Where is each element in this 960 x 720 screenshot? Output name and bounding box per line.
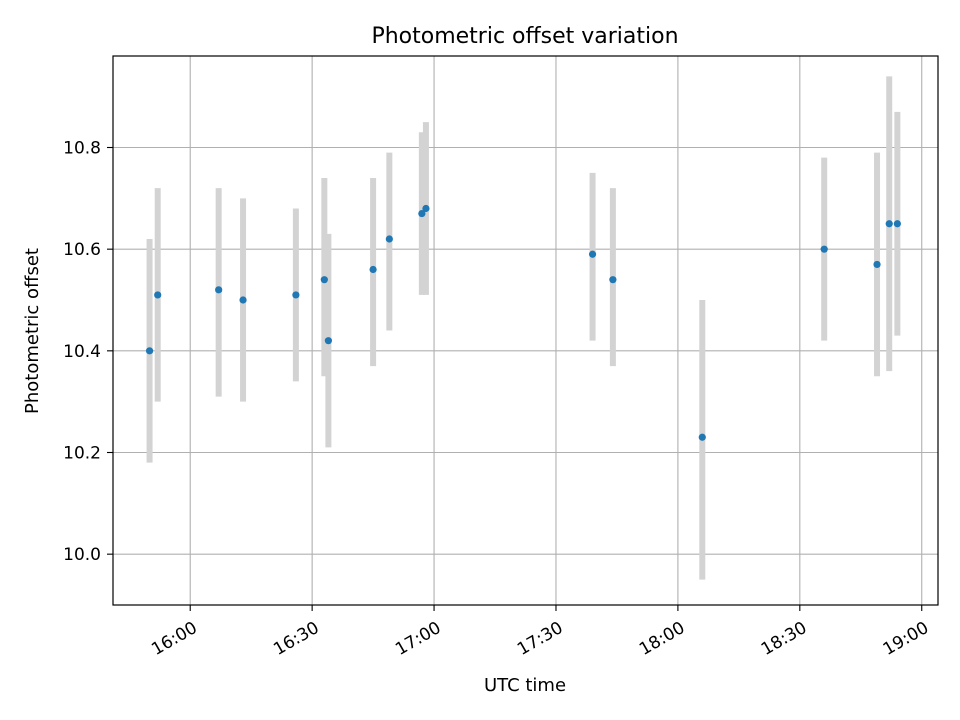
y-tick-label: 10.2 [63,444,101,464]
data-point [588,250,597,258]
data-point [215,286,223,294]
x-tick-label: 18:30 [758,618,810,660]
x-tick-label: 16:00 [148,618,200,660]
error-bars [146,76,901,580]
x-tick-label: 16:30 [270,618,322,660]
data-point [698,433,706,441]
data-point [145,347,154,355]
data-point [893,220,901,228]
x-axis-label: UTC time [484,675,566,696]
x-tick-label: 19:00 [880,618,932,660]
data-point [292,291,300,299]
grid [113,56,938,605]
y-tick-label: 10.6 [63,240,101,260]
data-point [385,235,393,243]
data-point [154,291,162,299]
data-point [609,276,617,284]
y-tick-label: 10.8 [63,139,101,159]
data-point [369,265,377,274]
x-tick-label: 18:00 [636,618,688,660]
data-point [885,220,893,228]
data-points [145,204,901,441]
data-point [422,204,430,213]
x-tick-label: 17:00 [392,618,444,660]
x-tick-label: 17:30 [514,618,566,660]
data-point [320,276,328,284]
data-point [418,209,426,218]
plot-frame [112,55,939,606]
chart-title: Photometric offset variation [371,24,678,49]
data-point [324,337,332,345]
data-point [873,260,881,269]
data-point [239,296,247,304]
y-tick-label: 10.4 [63,342,101,362]
x-axis-ticks: 16:00 16:30 17:00 17:30 18:00 18:30 19:00 [148,605,932,660]
y-axis-ticks: 10.0 10.2 10.4 10.6 10.8 [63,139,113,565]
y-axis-label: Photometric offset [22,248,43,414]
data-point [820,245,828,253]
y-tick-label: 10.0 [63,545,101,565]
